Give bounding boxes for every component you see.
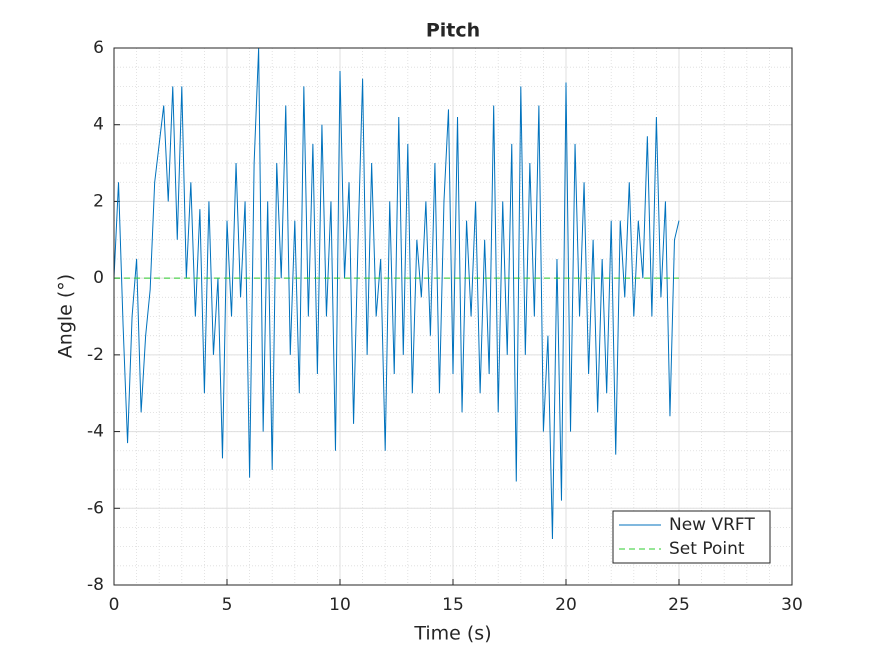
x-axis-label: Time (s) <box>413 623 491 645</box>
x-tick-label: 15 <box>442 595 464 615</box>
chart-title: Pitch <box>426 20 480 42</box>
legend-box <box>612 510 771 564</box>
y-tick-label: -2 <box>87 345 104 365</box>
y-axis-label: Angle (°) <box>55 274 77 358</box>
data-line <box>113 47 680 539</box>
y-tick-label: -4 <box>87 422 104 442</box>
y-tick-label: 4 <box>93 115 104 135</box>
y-tick-label: -8 <box>87 575 104 595</box>
y-tick-label: -6 <box>87 498 104 518</box>
legend-label: New VRFT <box>669 515 755 535</box>
x-tick-label: 25 <box>668 595 690 615</box>
y-tick-label: 2 <box>93 191 104 211</box>
x-tick-label: 20 <box>555 595 577 615</box>
y-tick-label: 6 <box>93 38 104 58</box>
y-tick-label: 0 <box>93 268 104 288</box>
legend-label: Set Point <box>669 539 745 559</box>
x-tick-label: 0 <box>109 595 120 615</box>
axes-box <box>113 47 793 586</box>
x-tick-label: 5 <box>222 595 233 615</box>
legend: New VRFT Set Point <box>612 510 771 564</box>
x-tick-label: 30 <box>781 595 803 615</box>
x-tick-label: 10 <box>329 595 351 615</box>
